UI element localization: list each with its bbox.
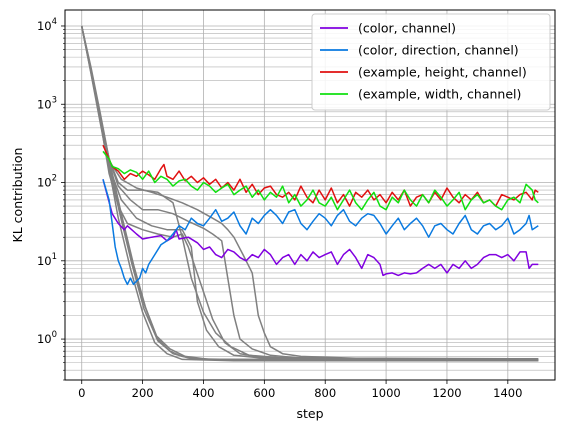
x-tick-label: 1000 [371, 386, 400, 400]
gray-curve-9 [80, 25, 539, 360]
plot-area-frame [64, 9, 556, 381]
legend-label: (example, width, channel) [358, 87, 521, 102]
x-tick-label: 1200 [432, 386, 461, 400]
legend: (color, channel) (color, direction, chann… [311, 13, 551, 111]
series-line-3 [102, 144, 539, 207]
y-tick-label: 103 [37, 95, 57, 111]
series-line-2 [102, 179, 539, 286]
x-tick-label: 200 [132, 386, 154, 400]
x-tick-label: 400 [193, 386, 215, 400]
legend-box [311, 13, 551, 111]
y-tick-label: 104 [37, 17, 57, 33]
legend-label: (color, direction, channel) [358, 43, 519, 58]
x-tick-label: 800 [314, 386, 336, 400]
gray-curve-7 [80, 25, 539, 361]
x-axis-label: step [296, 406, 323, 421]
y-tick-label: 102 [37, 174, 57, 190]
x-tick-label: 0 [78, 386, 85, 400]
x-axis-ticks: 0 200 400 600 800 1000 1200 1400 [78, 380, 522, 400]
gray-curve-8 [80, 25, 539, 361]
legend-label: (color, channel) [358, 21, 456, 36]
series-line-4 [102, 150, 539, 211]
y-axis-label: KL contribution [10, 148, 25, 243]
y-tick-label: 101 [37, 252, 57, 268]
legend-label: (example, height, channel) [358, 65, 527, 80]
x-tick-label: 1400 [493, 386, 522, 400]
series-lines [102, 144, 539, 286]
y-tick-label: 100 [37, 330, 57, 346]
y-axis-ticks: 100 101 102 103 104 [37, 17, 65, 381]
series-line-1 [102, 179, 539, 277]
x-tick-label: 600 [253, 386, 275, 400]
